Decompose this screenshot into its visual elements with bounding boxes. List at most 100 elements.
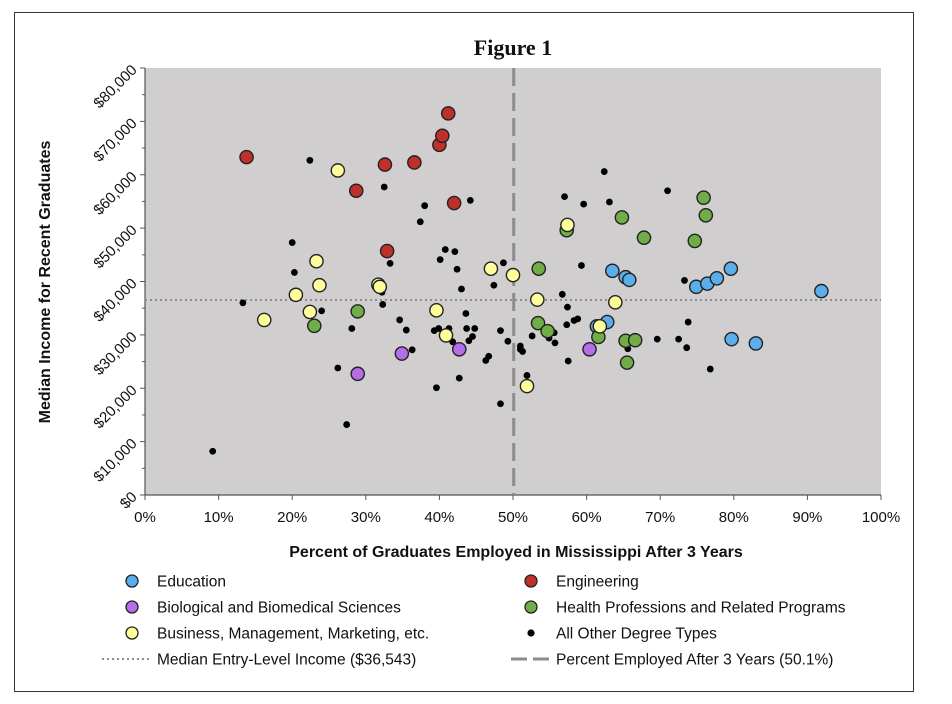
legend-label: Education bbox=[157, 574, 226, 591]
data-point-business-management-marketing-etc bbox=[330, 163, 346, 178]
x-tick-label: 40% bbox=[424, 509, 454, 526]
data-point-all-other-degree-types bbox=[706, 365, 714, 373]
data-point-business-management-marketing-etc bbox=[529, 292, 545, 307]
data-points bbox=[209, 106, 829, 455]
data-point-engineering bbox=[377, 157, 393, 172]
data-point-business-management-marketing-etc bbox=[302, 304, 318, 320]
y-tick-label: $50,000 bbox=[90, 222, 140, 272]
data-point-health-professions-and-related-programs bbox=[350, 304, 366, 319]
data-point-all-other-degree-types bbox=[306, 156, 314, 164]
data-point-business-management-marketing-etc bbox=[429, 303, 444, 318]
data-point-all-other-degree-types bbox=[209, 447, 217, 455]
data-point-all-other-degree-types bbox=[463, 325, 471, 332]
data-point-all-other-degree-types bbox=[239, 299, 247, 307]
data-point-all-other-degree-types bbox=[681, 277, 688, 284]
data-point-health-professions-and-related-programs bbox=[614, 210, 630, 225]
legend-label: Engineering bbox=[556, 574, 639, 591]
data-point-education bbox=[605, 263, 620, 279]
data-point-education bbox=[723, 261, 739, 276]
legend-label: Median Entry-Level Income ($36,543) bbox=[157, 652, 416, 669]
x-tick-label: 100% bbox=[862, 509, 900, 526]
data-point-business-management-marketing-etc bbox=[505, 267, 521, 283]
data-point-health-professions-and-related-programs bbox=[531, 261, 547, 276]
data-point-all-other-degree-types bbox=[458, 285, 465, 293]
data-point-business-management-marketing-etc bbox=[309, 253, 324, 269]
data-point-all-other-degree-types bbox=[435, 325, 443, 332]
data-point-all-other-degree-types bbox=[433, 384, 440, 392]
legend-label: All Other Degree Types bbox=[556, 626, 717, 643]
data-point-business-management-marketing-etc bbox=[483, 261, 499, 276]
data-point-engineering bbox=[379, 243, 395, 259]
data-point-all-other-degree-types bbox=[402, 326, 410, 334]
data-point-all-other-degree-types bbox=[469, 333, 476, 340]
data-point-all-other-degree-types bbox=[497, 400, 504, 408]
x-tick-label: 80% bbox=[719, 509, 749, 526]
data-point-business-management-marketing-etc bbox=[519, 378, 535, 394]
data-point-all-other-degree-types bbox=[416, 218, 424, 226]
y-tick-label: $60,000 bbox=[90, 168, 140, 218]
data-point-all-other-degree-types bbox=[348, 325, 356, 332]
data-point-all-other-degree-types bbox=[421, 202, 429, 210]
data-point-all-other-degree-types bbox=[683, 344, 691, 352]
y-tick-label: $30,000 bbox=[90, 329, 140, 379]
data-point-all-other-degree-types bbox=[380, 183, 388, 191]
data-point-all-other-degree-types bbox=[396, 316, 404, 324]
x-tick-label: 10% bbox=[204, 509, 234, 526]
x-axis-label: Percent of Graduates Employed in Mississ… bbox=[289, 544, 743, 561]
data-point-all-other-degree-types bbox=[564, 357, 572, 365]
data-point-engineering bbox=[239, 149, 254, 165]
data-point-all-other-degree-types bbox=[606, 198, 613, 206]
data-point-engineering bbox=[407, 155, 422, 170]
legend-marker bbox=[524, 574, 538, 588]
legend-marker bbox=[527, 629, 535, 637]
data-point-biological-and-biomedical-sciences bbox=[394, 346, 410, 361]
data-point-all-other-degree-types bbox=[564, 303, 571, 311]
x-tick-label: 0% bbox=[134, 509, 156, 526]
data-point-health-professions-and-related-programs bbox=[530, 315, 546, 331]
figure-frame bbox=[14, 12, 914, 692]
legend-marker bbox=[125, 600, 139, 614]
data-point-all-other-degree-types bbox=[500, 259, 507, 267]
legend-label: Percent Employed After 3 Years (50.1%) bbox=[556, 652, 833, 669]
data-point-engineering bbox=[446, 195, 462, 211]
data-point-all-other-degree-types bbox=[516, 342, 524, 350]
y-tick-label: $70,000 bbox=[90, 115, 140, 165]
data-point-all-other-degree-types bbox=[528, 332, 536, 340]
data-point-all-other-degree-types bbox=[578, 262, 585, 269]
data-point-education bbox=[814, 283, 829, 299]
data-point-health-professions-and-related-programs bbox=[698, 208, 714, 223]
data-point-all-other-degree-types bbox=[574, 315, 582, 323]
data-point-all-other-degree-types bbox=[600, 168, 608, 175]
data-point-education bbox=[724, 331, 739, 347]
data-point-engineering bbox=[440, 106, 456, 121]
data-point-all-other-degree-types bbox=[675, 335, 682, 343]
data-point-all-other-degree-types bbox=[451, 248, 459, 256]
y-tick-label: $10,000 bbox=[90, 435, 140, 485]
data-point-all-other-degree-types bbox=[561, 193, 568, 201]
x-tick-label: 60% bbox=[572, 509, 602, 526]
data-point-all-other-degree-types bbox=[453, 265, 461, 273]
legend-label: Health Professions and Related Programs bbox=[556, 600, 846, 617]
x-tick-label: 20% bbox=[277, 509, 307, 526]
data-point-all-other-degree-types bbox=[441, 246, 449, 253]
data-point-all-other-degree-types bbox=[462, 310, 470, 317]
data-point-health-professions-and-related-programs bbox=[696, 190, 711, 206]
data-point-business-management-marketing-etc bbox=[372, 279, 388, 295]
data-point-business-management-marketing-etc bbox=[608, 295, 623, 310]
y-tick-label: $40,000 bbox=[90, 275, 140, 325]
data-point-health-professions-and-related-programs bbox=[636, 230, 652, 246]
y-tick-label: $20,000 bbox=[90, 382, 140, 432]
data-point-business-management-marketing-etc bbox=[592, 319, 608, 334]
data-point-education bbox=[709, 270, 725, 286]
data-point-all-other-degree-types bbox=[386, 259, 394, 267]
x-tick-label: 30% bbox=[351, 509, 381, 526]
data-point-all-other-degree-types bbox=[455, 374, 463, 382]
data-point-biological-and-biomedical-sciences bbox=[451, 341, 467, 357]
x-tick-label: 50% bbox=[498, 509, 528, 526]
data-point-all-other-degree-types bbox=[466, 196, 474, 204]
data-point-all-other-degree-types bbox=[664, 187, 671, 195]
data-point-all-other-degree-types bbox=[288, 239, 296, 246]
chart-title: Figure 1 bbox=[474, 35, 552, 60]
x-tick-label: 90% bbox=[792, 509, 822, 526]
